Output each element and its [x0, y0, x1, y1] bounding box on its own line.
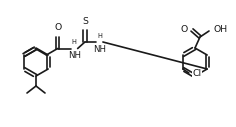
Text: NH: NH [68, 52, 81, 60]
Text: O: O [181, 25, 188, 34]
Text: S: S [82, 17, 88, 26]
Text: H: H [97, 33, 102, 39]
Text: NH: NH [93, 45, 106, 54]
Text: Cl: Cl [193, 69, 202, 78]
Text: OH: OH [214, 26, 228, 35]
Text: O: O [54, 23, 61, 33]
Text: H: H [72, 39, 77, 45]
